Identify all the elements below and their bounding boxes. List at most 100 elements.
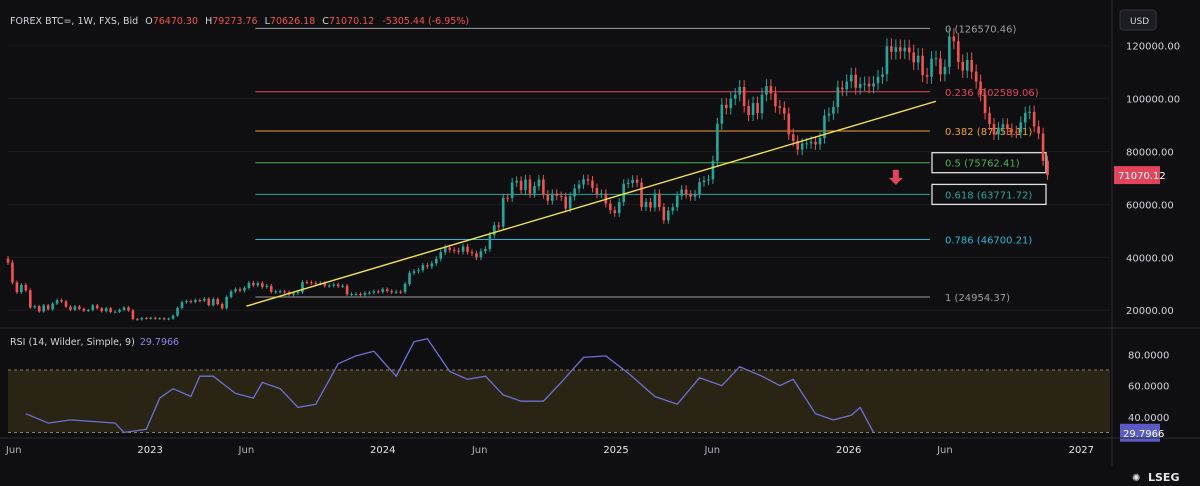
candle	[997, 121, 1000, 141]
candle	[841, 80, 844, 97]
fibonacci-retracement[interactable]: 0 (126570.46) 0.236 (102589.06) 0.382 (877…	[255, 24, 1047, 304]
price-tick-label: 60000.00	[1126, 200, 1174, 211]
candle	[104, 306, 108, 313]
fib-label-box-0.5	[931, 152, 1047, 174]
candle	[533, 181, 536, 198]
open-value: 76470.30	[153, 16, 198, 27]
candle	[787, 107, 791, 141]
candle	[1032, 105, 1036, 133]
time-tick-label: 2027	[1069, 445, 1094, 456]
fib-label-0.236: 0.236 (102589.06)	[945, 88, 1039, 99]
candle	[64, 299, 68, 309]
candle	[765, 79, 768, 102]
candle	[568, 192, 572, 213]
candle	[899, 39, 902, 60]
fib-label-1: 1 (24954.37)	[945, 293, 1010, 304]
candle	[408, 270, 411, 286]
candle	[814, 136, 817, 150]
candle	[519, 176, 523, 195]
candle	[385, 287, 389, 293]
candle	[796, 135, 799, 155]
candle	[551, 189, 554, 205]
candle	[305, 280, 309, 285]
candle	[1001, 118, 1005, 134]
candle	[1037, 120, 1040, 140]
candle	[832, 100, 835, 120]
rsi-panel[interactable]: RSI (14, Wilder, Simple, 9) 29.7966 40.000…	[8, 337, 1169, 442]
candle	[653, 189, 657, 212]
candle	[783, 101, 786, 120]
candle	[377, 289, 380, 294]
trendline-support[interactable]	[246, 100, 937, 307]
candle	[95, 303, 99, 310]
close-value: 71070.12	[329, 16, 374, 27]
fib-label-0.5: 0.5 (75762.41)	[945, 159, 1020, 170]
candle	[974, 64, 978, 89]
last-price-badge	[1114, 166, 1160, 185]
candle	[278, 289, 282, 294]
candle	[252, 280, 255, 288]
candle	[573, 184, 576, 201]
candle	[417, 267, 420, 274]
change-value: -5305.44 (-6.95%)	[382, 16, 469, 27]
lseg-icon: ✺	[1132, 473, 1140, 484]
trendline[interactable]	[246, 100, 937, 307]
rsi-title: RSI (14, Wilder, Simple, 9)	[10, 337, 135, 348]
candle	[301, 280, 304, 294]
candle	[849, 67, 853, 89]
candle	[430, 260, 434, 269]
candle	[515, 176, 518, 187]
price-axis[interactable]: 20000.00 40000.00 60000.00 80000.00 100000.0…	[1114, 42, 1180, 317]
candle	[609, 199, 612, 215]
candle	[145, 316, 148, 320]
candle	[952, 28, 956, 50]
rsi-value-label: 29.7966	[1123, 429, 1164, 440]
candle	[707, 174, 710, 186]
candle	[274, 289, 277, 294]
price-tick-label: 100000.00	[1126, 95, 1180, 106]
price-tick-label: 40000.00	[1126, 253, 1174, 264]
chart-legend: FOREX BTC=, 1W, FXS, Bid O76470.30 H7927…	[10, 16, 469, 27]
candle	[948, 28, 951, 75]
candle	[220, 302, 224, 310]
candle	[912, 44, 915, 70]
candle	[153, 316, 157, 320]
candle	[336, 282, 340, 288]
candle	[591, 176, 594, 193]
brand-label: LSEG	[1148, 471, 1179, 484]
candle	[493, 221, 496, 239]
candle	[689, 190, 692, 201]
candle	[756, 96, 759, 120]
candle	[542, 174, 545, 199]
candle	[823, 109, 826, 144]
candle	[635, 175, 639, 188]
rsi-tick-label: 80.0000	[1128, 350, 1169, 361]
candle	[693, 189, 697, 201]
currency-button-frame	[1119, 9, 1157, 31]
candle	[943, 59, 947, 82]
candle	[501, 193, 505, 230]
candle	[265, 283, 269, 289]
candle	[506, 193, 509, 203]
candle	[559, 191, 563, 201]
candle	[399, 289, 402, 294]
candle	[1019, 116, 1023, 139]
candle	[965, 52, 969, 78]
candle	[457, 247, 460, 255]
candle	[261, 281, 264, 289]
candle	[546, 190, 550, 205]
candle	[600, 189, 603, 199]
candle	[426, 262, 429, 269]
currency-button[interactable]: USD	[1119, 9, 1157, 31]
candle	[332, 282, 335, 288]
time-tick-label: 2024	[370, 445, 395, 456]
candle	[644, 197, 648, 211]
candles	[6, 28, 1049, 321]
candle	[350, 292, 353, 296]
time-axis[interactable]: Jun 2023 Jun 2024 Jun 2025 Jun 2026 Jun 2027	[0, 437, 1200, 456]
candle	[961, 54, 965, 78]
candle	[24, 283, 28, 293]
candle	[127, 306, 130, 312]
candle	[586, 174, 590, 186]
